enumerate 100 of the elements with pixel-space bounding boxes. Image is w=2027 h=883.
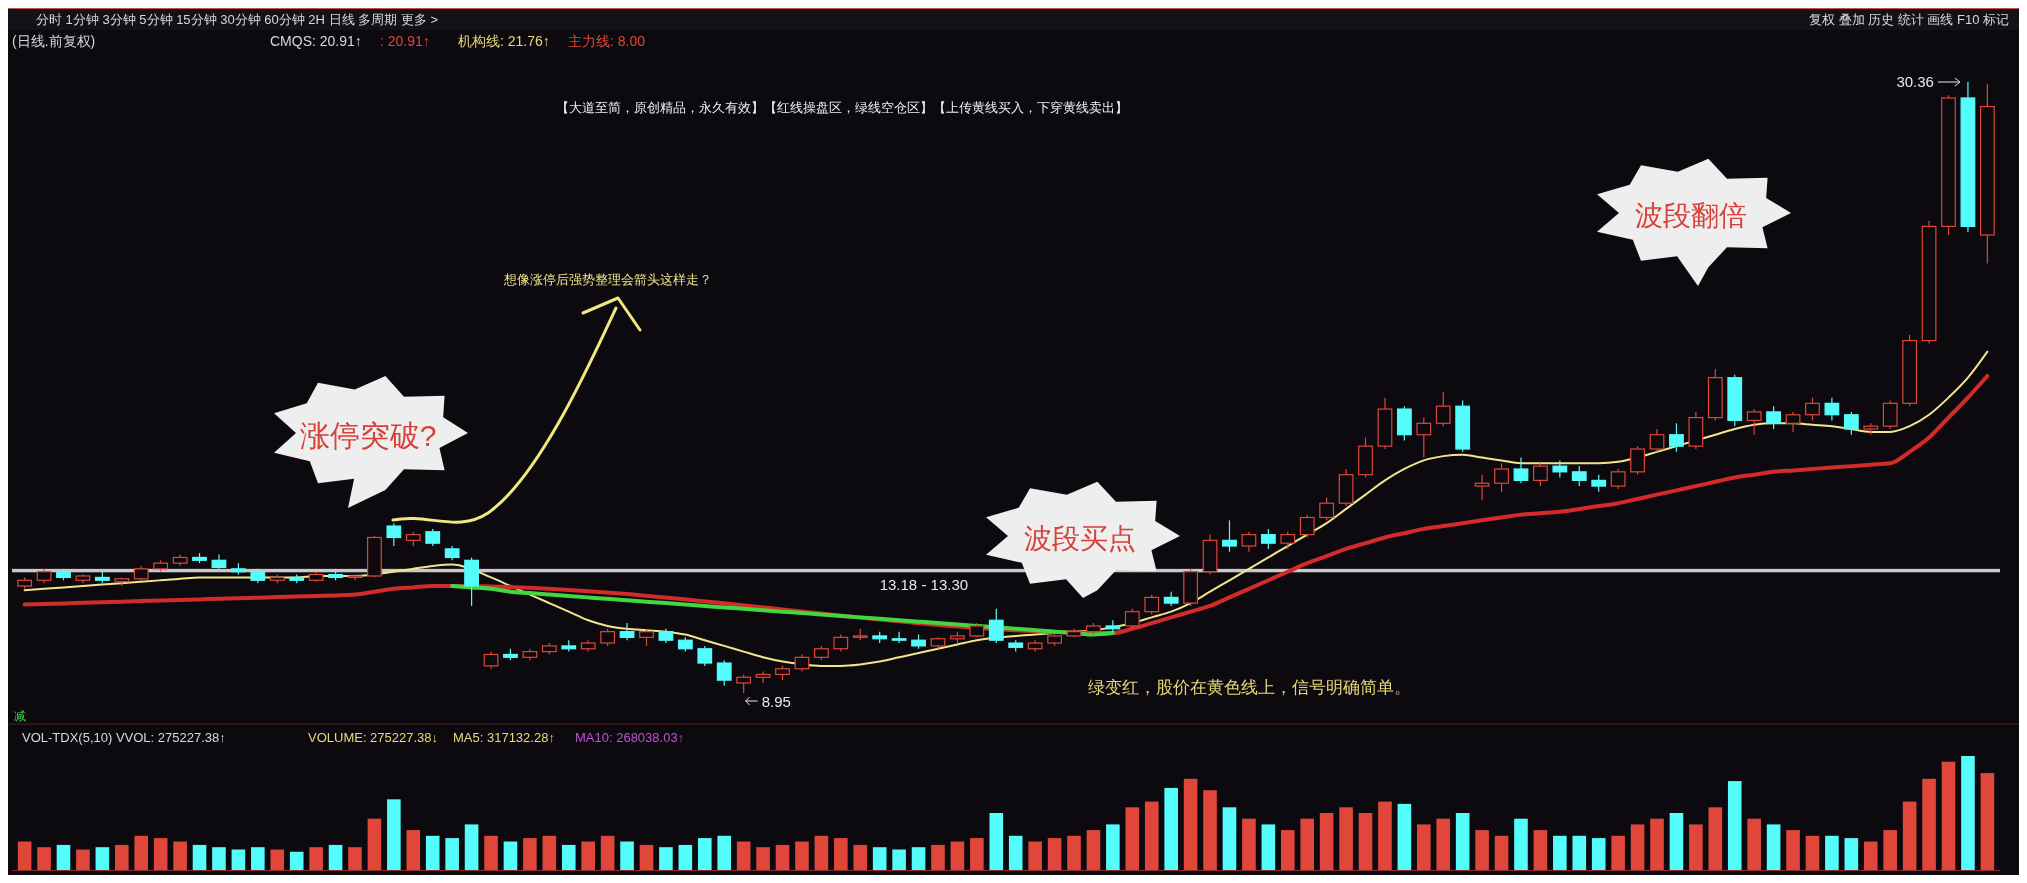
bar (1417, 824, 1431, 870)
text: (日线.前复权) (12, 33, 96, 49)
bar (1514, 818, 1528, 870)
bar (1047, 838, 1062, 870)
text: MA10: 268038.03↑ (575, 730, 685, 745)
bar (1222, 807, 1237, 870)
bar (1358, 813, 1373, 870)
bar (1125, 807, 1140, 870)
bar (484, 835, 498, 870)
annotation: 涨停突破? (299, 419, 437, 452)
bar (153, 838, 168, 870)
candlestick (1610, 468, 1626, 490)
bar (1805, 835, 1820, 870)
bar (56, 844, 71, 870)
candlestick (1882, 399, 1898, 430)
text: VOL-TDX(5,10) VVOL: 275227.38↑ (22, 730, 226, 745)
bar (387, 799, 401, 870)
candlestick (1222, 519, 1237, 553)
bar (1164, 787, 1178, 870)
candlestick (1746, 408, 1762, 436)
candlestick (1571, 465, 1587, 487)
bar (581, 841, 595, 870)
candlestick (1435, 391, 1451, 427)
bar (620, 841, 634, 870)
bar (328, 844, 343, 870)
bar (1786, 830, 1800, 870)
bar (1300, 818, 1315, 870)
candlestick (1124, 608, 1140, 630)
bar (970, 838, 984, 870)
bar (1339, 807, 1353, 870)
bar (115, 844, 129, 870)
candlestick (1474, 474, 1490, 501)
candlestick (1824, 397, 1840, 422)
text: VOLUME: 275227.38↓ (308, 730, 439, 745)
bar (1553, 835, 1567, 870)
bar (251, 847, 265, 870)
candlestick (1260, 528, 1276, 550)
band-label: 13.18 - 13.30 (879, 576, 969, 594)
text: 主力线: 8.00 (568, 33, 646, 49)
bar (1086, 830, 1101, 870)
bar (950, 841, 965, 870)
bar (911, 847, 926, 870)
bar (1922, 778, 1936, 870)
bar (795, 841, 809, 870)
bar (523, 838, 537, 870)
bar (1106, 824, 1120, 870)
bar (1397, 803, 1412, 870)
bar (1067, 835, 1081, 870)
candlestick (619, 622, 635, 641)
bar (1689, 824, 1703, 870)
bar (1630, 824, 1645, 870)
bar (1242, 818, 1256, 870)
bar (853, 844, 868, 870)
bar (736, 841, 751, 870)
bar (1572, 835, 1587, 870)
bar (717, 835, 732, 870)
text: 减 (14, 709, 26, 723)
bar (1144, 801, 1159, 870)
bar (425, 835, 440, 870)
text: MA5: 317132.28↑ (453, 730, 555, 745)
bar (17, 841, 32, 870)
candlestick (1299, 514, 1315, 539)
bar (1941, 761, 1956, 870)
text: CMQS: 20.91↑ (270, 33, 362, 49)
bar (37, 847, 51, 870)
candlestick (1241, 531, 1257, 553)
bar (1183, 778, 1198, 870)
candlestick (891, 631, 907, 644)
bar (348, 847, 362, 870)
bar (931, 844, 945, 870)
candlestick (716, 659, 732, 687)
bar (1319, 813, 1334, 870)
bar (309, 847, 323, 870)
bar (1747, 818, 1761, 870)
bar (1494, 835, 1509, 870)
bar (231, 849, 246, 870)
candlestick (1144, 593, 1160, 616)
bar (367, 818, 382, 870)
bar (678, 844, 693, 870)
bar (775, 844, 790, 870)
bar (1455, 813, 1470, 870)
candlestick (736, 673, 752, 694)
annotation: 波段翻倍 (1635, 200, 1747, 231)
candlestick (697, 645, 713, 667)
bar (192, 844, 207, 870)
annotation: 30.36 (1896, 73, 1934, 90)
bar (1378, 801, 1392, 870)
bar (639, 844, 654, 870)
candlestick (1649, 428, 1665, 453)
bar (1825, 835, 1839, 870)
bar (1203, 790, 1217, 870)
bar (134, 835, 149, 870)
bar (1436, 818, 1451, 870)
bar (1008, 835, 1023, 870)
candlestick (1416, 417, 1432, 459)
candlestick (1630, 445, 1645, 476)
bar (445, 838, 459, 870)
bar (1261, 824, 1276, 870)
bar (406, 830, 421, 870)
bar (1650, 818, 1664, 870)
